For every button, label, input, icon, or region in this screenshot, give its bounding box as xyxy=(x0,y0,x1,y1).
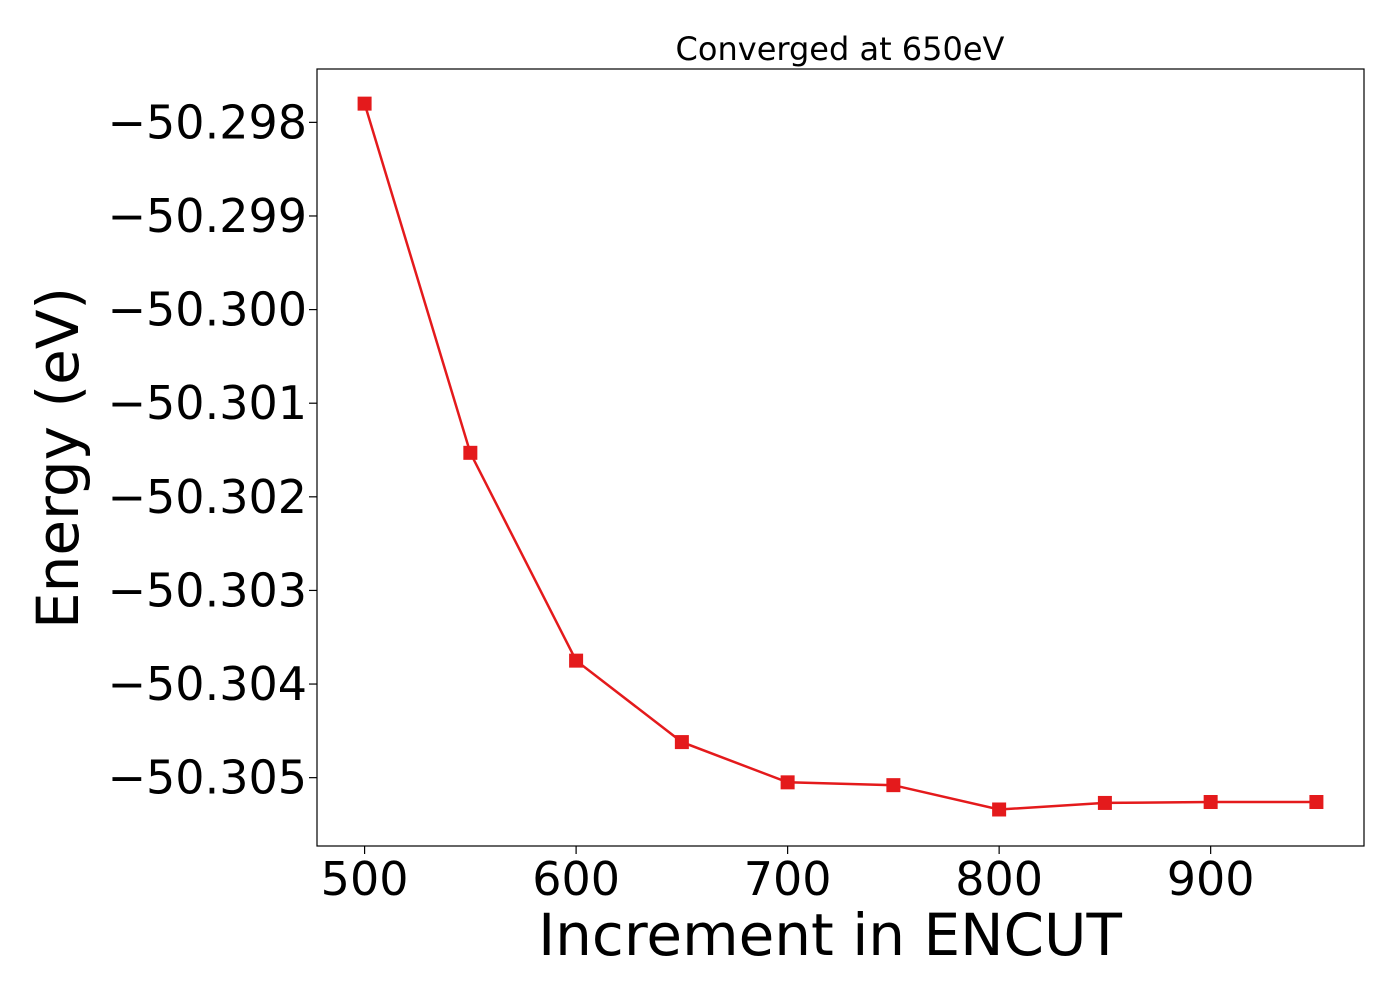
x-tick-label: 600 xyxy=(532,852,620,906)
data-point-marker xyxy=(1097,795,1112,810)
y-tick-label: −50.298 xyxy=(108,95,308,149)
data-point-marker xyxy=(992,802,1007,817)
y-tick-label: −50.303 xyxy=(108,563,308,617)
data-point-marker xyxy=(674,735,689,750)
data-point-marker xyxy=(357,96,372,111)
y-axis-label: Energy (eV) xyxy=(24,287,92,629)
data-point-marker xyxy=(569,653,584,668)
x-axis-label: Increment in ENCUT xyxy=(538,901,1122,969)
data-point-marker xyxy=(1309,795,1324,810)
chart-title: Converged at 650eV xyxy=(676,30,1005,68)
y-tick-label: −50.299 xyxy=(108,189,308,243)
x-tick-label: 800 xyxy=(955,852,1043,906)
y-tick-label: −50.302 xyxy=(108,470,308,524)
series-line xyxy=(363,103,1317,811)
x-tick-label: 900 xyxy=(1167,852,1255,906)
plot-area: 500 600 700 800 900 −50.298 −50.299 −50.300 −50.… xyxy=(108,95,1324,906)
x-tick-label: 700 xyxy=(744,852,832,906)
data-point-marker xyxy=(1203,795,1218,810)
y-tick-label: −50.304 xyxy=(108,657,308,711)
y-tick-label: −50.300 xyxy=(108,283,308,337)
y-tick-label: −50.305 xyxy=(108,751,308,805)
y-tick-label: −50.301 xyxy=(108,376,308,430)
x-tick-label: 500 xyxy=(321,852,409,906)
data-point-marker xyxy=(463,445,478,460)
axes-frame xyxy=(316,68,1365,847)
data-point-marker xyxy=(780,775,795,790)
data-point-marker xyxy=(886,778,901,793)
